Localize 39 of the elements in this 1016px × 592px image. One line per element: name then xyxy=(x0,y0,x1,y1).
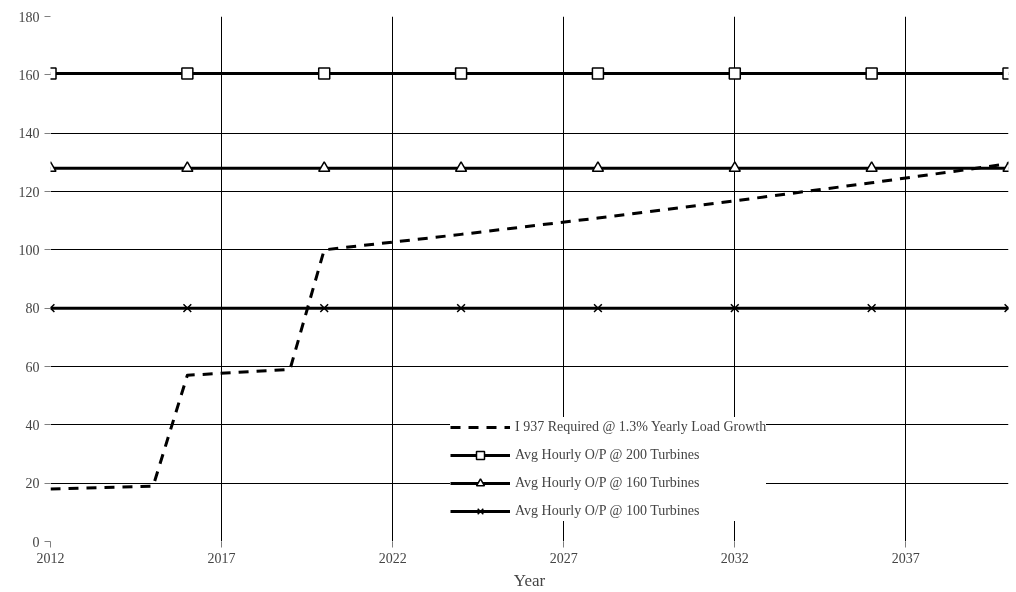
legend-label: Avg Hourly O/P @ 200 Turbines xyxy=(515,447,701,463)
point xyxy=(865,67,878,80)
y-tick-label: 80 xyxy=(25,301,40,317)
y-tick-label: 120 xyxy=(18,184,40,200)
y-tick-label: 180 xyxy=(18,9,40,25)
x-tick-label: 2032 xyxy=(720,550,749,566)
point xyxy=(319,303,329,313)
point xyxy=(728,67,742,80)
point xyxy=(181,161,194,173)
point xyxy=(730,303,740,313)
legend-label: I 937 Required @ 1.3% Yearly Load Growth xyxy=(515,419,767,435)
point xyxy=(865,161,878,173)
x-tick-label: 2027 xyxy=(549,550,578,566)
point xyxy=(867,303,877,313)
x-tick-label: 2012 xyxy=(36,550,65,566)
x-tick-label: 2037 xyxy=(891,550,920,566)
y-tick-label: 20 xyxy=(25,476,40,492)
legend-label: Avg Hourly O/P @ 160 Turbines xyxy=(515,475,701,491)
y-tick-label: 140 xyxy=(18,126,40,142)
point xyxy=(454,67,468,80)
point xyxy=(454,161,468,173)
point xyxy=(593,303,603,313)
y-tick-label: 160 xyxy=(18,67,40,83)
y-tick-label: 100 xyxy=(18,242,40,258)
point xyxy=(591,67,605,80)
x-tick-label: 2017 xyxy=(207,550,236,566)
point xyxy=(728,161,742,173)
y-tick-label: 60 xyxy=(25,359,40,375)
x-tick-label: 2022 xyxy=(378,550,407,566)
legend-label: Avg Hourly O/P @ 100 Turbines xyxy=(515,503,701,519)
y-tick-label: 40 xyxy=(25,417,40,433)
x-axis-title: Year xyxy=(513,570,546,590)
point xyxy=(182,303,192,313)
point xyxy=(456,303,466,313)
y-tick-label: 0 xyxy=(32,534,40,550)
point xyxy=(181,67,194,80)
point xyxy=(317,161,331,173)
point xyxy=(591,161,605,173)
point xyxy=(317,67,331,80)
